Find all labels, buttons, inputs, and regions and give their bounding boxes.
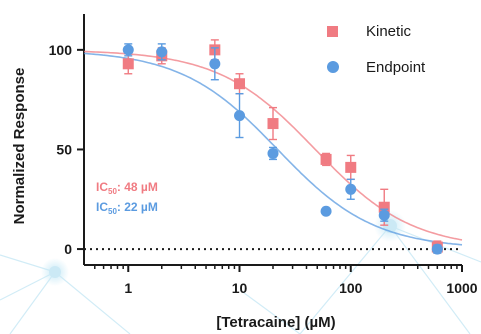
x-tick-label-100: 100: [339, 280, 363, 296]
legend-marker-endpoint: [327, 61, 339, 73]
y-axis-title: Normalized Response: [11, 68, 28, 225]
data-points: [122, 39, 443, 255]
x-axis-title: [Tetracaine] (µM): [216, 314, 335, 331]
data-point-endpoint: [122, 44, 134, 56]
legend-label-endpoint: Endpoint: [366, 59, 426, 76]
data-point-endpoint: [320, 205, 332, 217]
x-tick-label-1: 1: [124, 280, 132, 296]
data-point-kinetic: [267, 118, 279, 130]
data-point-endpoint: [431, 243, 443, 255]
data-point-kinetic: [122, 58, 134, 70]
data-point-endpoint: [267, 147, 279, 159]
data-point-kinetic: [320, 153, 332, 165]
ic50-annotations: IC50: 48 µM IC50: 22 µM: [96, 180, 158, 216]
fit-curve-endpoint: [83, 52, 463, 246]
axes: 0 50 100 1 10 100 1000: [49, 14, 478, 296]
legend-label-kinetic: Kinetic: [366, 23, 412, 40]
y-tick-label-0: 0: [64, 241, 72, 257]
data-point-kinetic: [345, 161, 357, 173]
data-point-endpoint: [345, 183, 357, 195]
y-tick-label-100: 100: [49, 42, 73, 58]
data-point-endpoint: [234, 110, 246, 122]
legend: Kinetic Endpoint: [327, 23, 426, 76]
x-tick-label-10: 10: [232, 280, 248, 296]
data-point-kinetic: [234, 78, 246, 90]
data-point-endpoint: [156, 46, 168, 58]
legend-marker-kinetic: [327, 26, 338, 37]
ic50-endpoint-annotation: IC50: 22 µM: [96, 200, 158, 216]
x-tick-label-1000: 1000: [446, 280, 477, 296]
ic50-kinetic-annotation: IC50: 48 µM: [96, 180, 158, 196]
data-point-endpoint: [209, 58, 221, 70]
data-point-endpoint: [378, 209, 390, 221]
data-point-kinetic: [378, 201, 390, 213]
y-tick-label-50: 50: [56, 141, 72, 157]
